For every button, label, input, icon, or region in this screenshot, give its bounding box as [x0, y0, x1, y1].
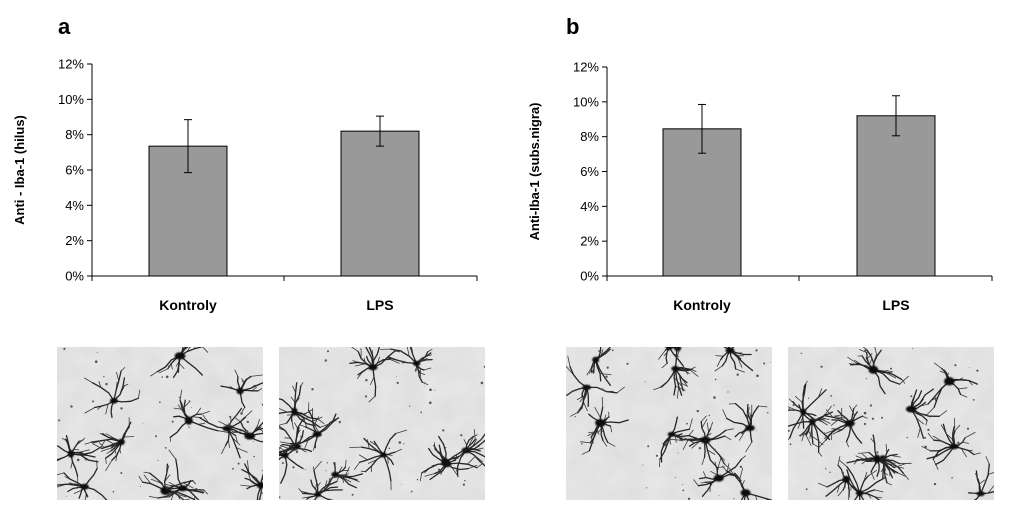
y-tick-label: 12% — [573, 60, 599, 75]
microglia-cell — [818, 456, 856, 500]
microglia-cell — [722, 402, 768, 453]
panel-letter: a — [58, 14, 71, 39]
y-axis-title: Anti - Iba-1 (hilus) — [12, 115, 27, 225]
category-label: LPS — [366, 297, 393, 313]
y-tick-label: 4% — [65, 198, 84, 213]
microglia-cell — [661, 347, 689, 375]
microglia-cell — [84, 367, 141, 419]
microglia-cell — [148, 449, 209, 500]
chart-panel-a: a 0% 2% 4% 6% 8% 10% 12% Anti - Iba-1 (hilus) Kon… — [12, 14, 478, 313]
microglia-cell — [968, 456, 994, 500]
microglia-cell — [220, 369, 263, 412]
microglia-cell — [653, 347, 699, 399]
bar — [340, 130, 420, 277]
microglia-cell — [240, 460, 263, 500]
microglia-cell — [349, 429, 408, 491]
y-tick-label: 10% — [58, 92, 84, 107]
microglia-cell — [428, 435, 477, 478]
microglia-cell — [921, 362, 979, 416]
microglia-cell — [722, 465, 772, 500]
micrograph-row — [57, 347, 994, 500]
y-tick-label: 8% — [580, 129, 599, 144]
microglia-cell — [788, 380, 827, 441]
y-tick-label: 12% — [58, 57, 84, 72]
microglia-cell — [846, 434, 912, 480]
category-label: Kontroly — [159, 297, 217, 313]
microglia-cell — [57, 434, 105, 488]
micrograph-image — [279, 347, 485, 500]
chart-panel-b: b 0% 2% 4% 6% 8% 10% 12% Anti-Iba-1 (subs.nigra)… — [527, 14, 993, 313]
y-tick-label: 6% — [65, 163, 84, 178]
y-tick-label: 0% — [65, 269, 84, 284]
microglia-cell — [817, 404, 868, 449]
microglia-cell — [298, 461, 344, 500]
y-axis-title: Anti-Iba-1 (subs.nigra) — [527, 103, 542, 241]
bar — [856, 115, 936, 277]
microglia-cell — [84, 417, 135, 471]
microglia-cell — [169, 389, 228, 442]
y-tick-label: 6% — [580, 164, 599, 179]
microglia-cell — [218, 403, 263, 443]
microglia-cell — [668, 415, 734, 471]
microglia-cell — [580, 396, 629, 455]
y-tick-label: 2% — [65, 233, 84, 248]
microglia-cell — [693, 455, 746, 497]
microglia-cell — [380, 347, 433, 385]
microglia-cell — [921, 417, 981, 470]
y-tick-label: 8% — [65, 127, 84, 142]
microglia-cell — [349, 347, 400, 403]
y-tick-label: 0% — [580, 269, 599, 284]
y-tick-label: 4% — [580, 199, 599, 214]
micrograph-image — [566, 347, 772, 500]
microglia-cell — [280, 402, 340, 453]
micrograph-image — [788, 347, 994, 500]
category-label: Kontroly — [673, 297, 731, 313]
microglia-cell — [57, 460, 108, 500]
microglia-cell — [586, 347, 612, 386]
category-label: LPS — [882, 297, 909, 313]
microglia-cell — [279, 440, 304, 484]
microglia-cell — [847, 347, 909, 395]
micrograph-image — [57, 347, 263, 500]
panel-letter: b — [566, 14, 579, 39]
y-tick-label: 2% — [580, 234, 599, 249]
microglia-cell — [331, 459, 364, 489]
microglia-cell — [714, 347, 754, 373]
microglia-cell — [279, 382, 328, 436]
microglia-cell — [150, 347, 209, 378]
microglia-cell — [659, 416, 698, 468]
microglia-cell — [905, 388, 948, 439]
y-tick-label: 10% — [573, 94, 599, 109]
